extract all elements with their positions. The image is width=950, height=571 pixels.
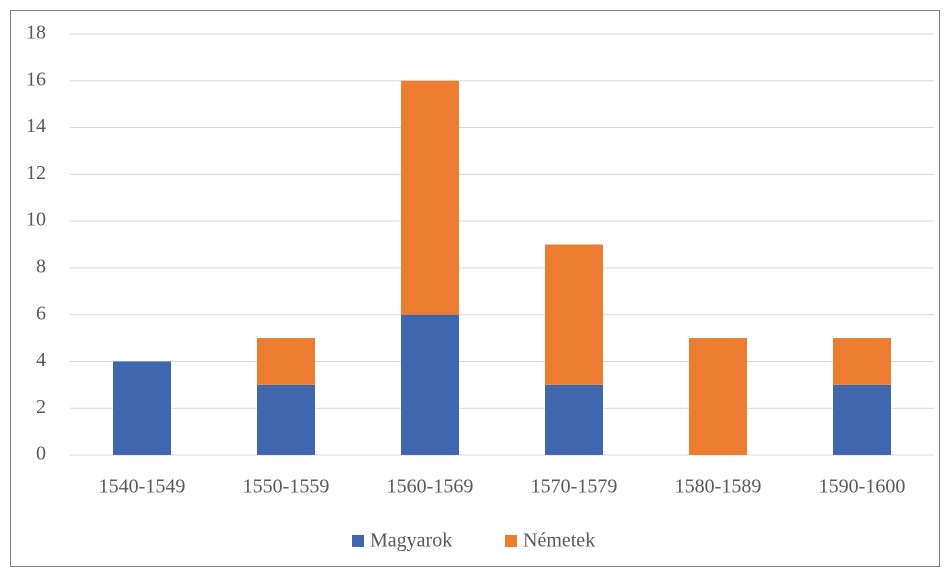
bar-segment xyxy=(545,244,603,385)
x-tick-label: 1570-1579 xyxy=(531,476,618,498)
bar-segment xyxy=(401,80,459,315)
y-tick-label: 6 xyxy=(36,302,46,324)
x-tick-label: 1550-1559 xyxy=(243,476,330,498)
x-tick-label: 1560-1569 xyxy=(387,476,474,498)
y-tick-label: 2 xyxy=(36,396,46,418)
legend-label: Magyarok xyxy=(370,530,452,552)
y-tick-label: 10 xyxy=(26,209,46,231)
x-tick-label: 1580-1589 xyxy=(675,476,762,498)
bar-segment xyxy=(545,384,603,455)
y-tick-label: 8 xyxy=(36,255,46,277)
y-tick-label: 0 xyxy=(36,443,46,465)
y-tick-label: 4 xyxy=(36,349,46,371)
bar-segment xyxy=(113,361,171,455)
x-tick-label: 1590-1600 xyxy=(819,476,906,498)
bar-segment xyxy=(689,338,747,455)
legend-swatch xyxy=(505,535,517,547)
bar-segment xyxy=(833,384,891,455)
y-tick-label: 16 xyxy=(26,68,46,90)
y-tick-label: 18 xyxy=(26,22,46,44)
legend-label: Németek xyxy=(523,530,595,552)
legend-swatch xyxy=(352,535,364,547)
x-tick-label: 1540-1549 xyxy=(99,476,186,498)
chart-border xyxy=(10,10,940,567)
bar-segment xyxy=(401,314,459,455)
bar-segment xyxy=(257,384,315,455)
bar-segment xyxy=(833,338,891,385)
y-tick-label: 14 xyxy=(26,115,46,137)
bar-segment xyxy=(257,338,315,385)
y-tick-label: 12 xyxy=(26,162,46,184)
